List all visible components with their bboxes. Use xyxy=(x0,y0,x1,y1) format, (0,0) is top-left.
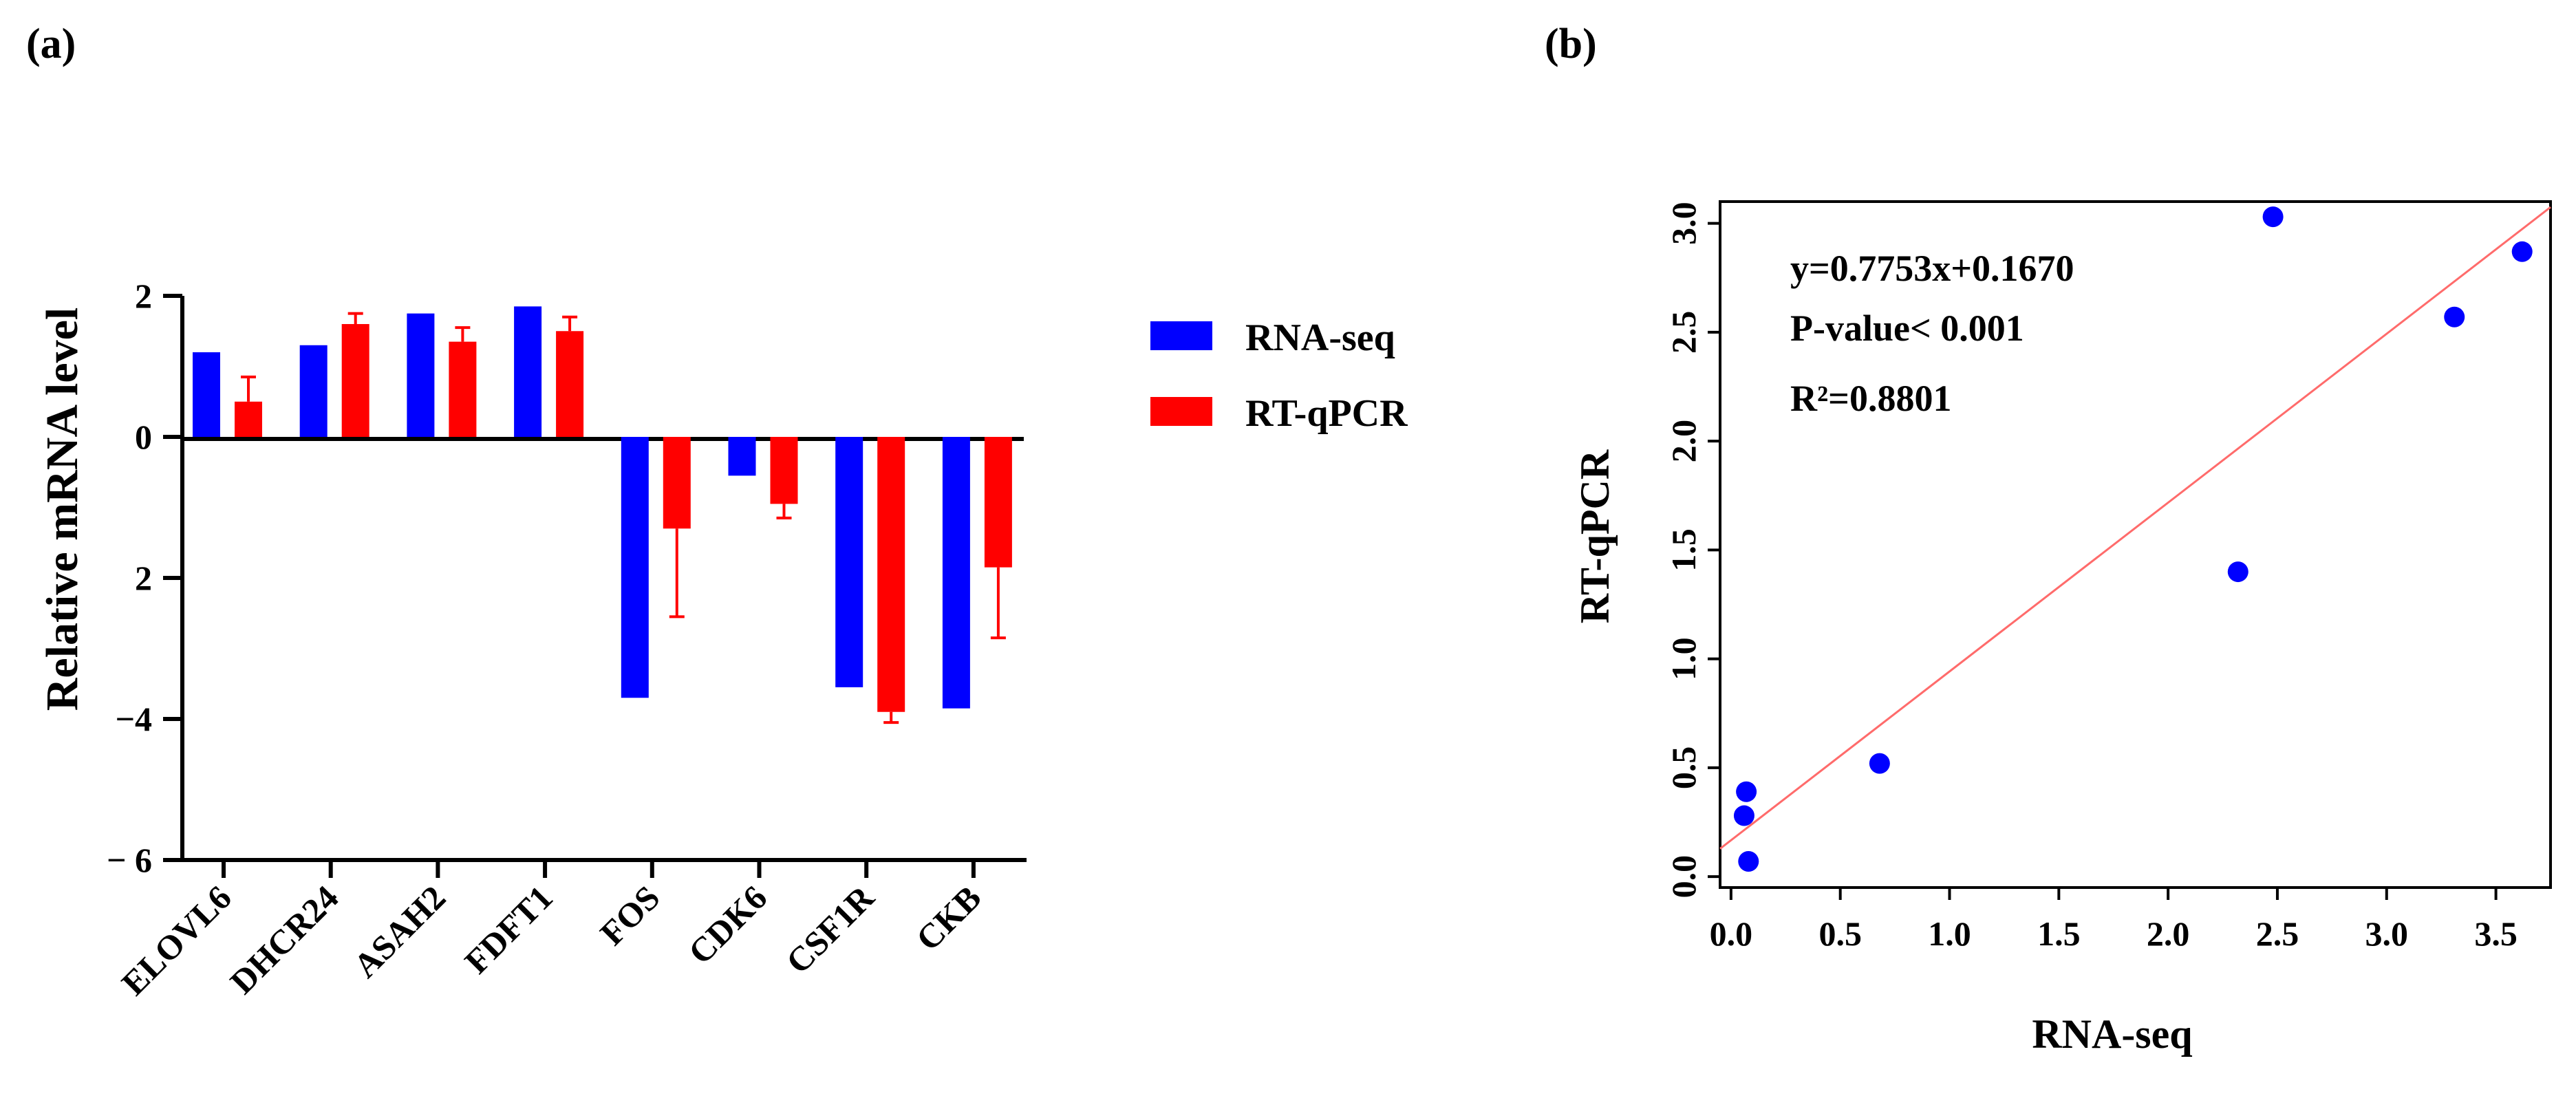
y-tick-label: 1.5 xyxy=(1664,528,1703,572)
panel-a-label: (a) xyxy=(26,21,76,67)
bar-chart: Relative mRNA level 2 0 2 −4 − 6 ELOVL6DHCR2… xyxy=(37,277,1408,1002)
x-tick-label: ASAH2 xyxy=(346,878,453,985)
bar-rna-seq xyxy=(299,345,328,437)
x-tick-label: CDK6 xyxy=(680,878,774,971)
bar-rt-qpcr xyxy=(556,331,584,437)
bar-rt-qpcr xyxy=(449,341,477,437)
panel-b-label: (b) xyxy=(1545,21,1597,67)
bar-rt-qpcr xyxy=(341,324,369,437)
x-tick-label: 3.0 xyxy=(2365,914,2409,953)
bar-rna-seq xyxy=(514,306,542,437)
legend-label-rt-qpcr: RT-qPCR xyxy=(1245,392,1408,435)
annotation-pvalue: P-value< 0.001 xyxy=(1790,308,2024,349)
annotation-equation: y=0.7753x+0.1670 xyxy=(1790,248,2074,289)
x-tick-label: 2.0 xyxy=(2147,914,2190,953)
scatter-point xyxy=(1869,753,1890,774)
scatter-point xyxy=(1738,851,1759,872)
bar-rna-seq xyxy=(407,313,435,437)
x-tick-label: 0.0 xyxy=(1710,914,1753,953)
bar-rna-seq xyxy=(942,437,970,709)
y-tick-label: 2 xyxy=(135,559,152,597)
legend-swatch-rna-seq xyxy=(1150,321,1212,350)
y-tick-label: 0.5 xyxy=(1664,746,1703,790)
x-tick-label: FOS xyxy=(592,878,667,952)
y-tick-label: 0.0 xyxy=(1664,855,1703,899)
x-tick-label: 1.5 xyxy=(2037,914,2081,953)
scatter-point xyxy=(2227,561,2248,583)
x-tick-label: 0.5 xyxy=(1818,914,1862,953)
bar-rt-qpcr xyxy=(770,437,798,504)
x-tick-label: ELOVL6 xyxy=(114,878,239,1002)
legend-swatch-rt-qpcr xyxy=(1150,397,1212,426)
y-axis-title: Relative mRNA level xyxy=(37,308,87,711)
x-tick-label: CSF1R xyxy=(778,878,881,981)
scatter-chart: RNA-seq RT-qPCR 0.0 0.5 1.0 1.5 2.0 2.5 3.0 3.5… xyxy=(1572,200,2552,1057)
x-tick-label: 2.5 xyxy=(2256,914,2299,953)
x-tick-label: DHCR24 xyxy=(222,878,345,1001)
x-tick-label: 1.0 xyxy=(1928,914,1971,953)
bar-rna-seq xyxy=(728,437,756,476)
scatter-point xyxy=(2444,306,2465,327)
y-tick-label: 3.0 xyxy=(1664,202,1703,245)
y-axis-title-b: RT-qPCR xyxy=(1572,449,1618,623)
y-tick-label: −4 xyxy=(116,700,153,738)
bar-rt-qpcr xyxy=(877,437,905,712)
bar-rt-qpcr xyxy=(984,437,1012,568)
legend-label-rna-seq: RNA-seq xyxy=(1245,316,1395,359)
bar-rna-seq xyxy=(835,437,863,687)
bar-rt-qpcr xyxy=(235,401,262,437)
scatter-point xyxy=(1733,805,1754,826)
plot-frame xyxy=(1719,200,2552,889)
scatter-point xyxy=(1736,781,1757,802)
regression-line xyxy=(1719,206,2551,850)
y-tick-label: 2.0 xyxy=(1664,420,1703,463)
x-tick-label: CKB xyxy=(908,878,988,958)
scatter-point xyxy=(2511,241,2533,262)
y-tick-label: 0 xyxy=(135,418,152,456)
bar-rna-seq xyxy=(621,437,649,698)
scatter-point xyxy=(2262,206,2284,228)
bar-rna-seq xyxy=(193,352,220,437)
x-axis-title: RNA-seq xyxy=(2032,1011,2192,1057)
annotation-r-squared: R²=0.8801 xyxy=(1790,378,1951,419)
y-tick-label: − 6 xyxy=(107,841,152,879)
bar-rt-qpcr xyxy=(663,437,691,529)
y-tick-label: 2.5 xyxy=(1664,311,1703,354)
x-tick-label: 3.5 xyxy=(2474,914,2518,953)
y-tick-label: 1.0 xyxy=(1664,637,1703,680)
legend: RNA-seq RT-qPCR xyxy=(1150,316,1408,435)
y-tick-label: 2 xyxy=(135,277,152,315)
x-tick-label: FDFT1 xyxy=(457,878,560,981)
